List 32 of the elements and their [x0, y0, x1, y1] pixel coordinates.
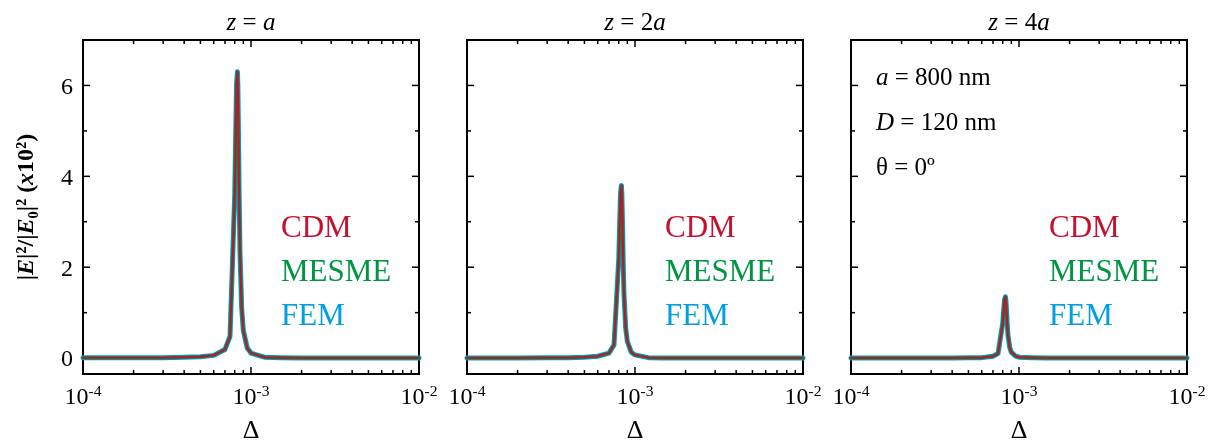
- text: CDM: [1049, 209, 1120, 244]
- y-tick-label: 4: [61, 163, 73, 190]
- series-label: MESME: [281, 253, 392, 288]
- annotation: θ = 0º: [876, 153, 936, 180]
- chart-title: z = 4a: [987, 8, 1050, 35]
- x-tick-label: 10$^{-2}$: [1168, 381, 1206, 409]
- series-label: FEM: [1049, 297, 1113, 332]
- chart-title: z = 2a: [603, 8, 666, 35]
- series-label: FEM: [281, 297, 345, 332]
- x-tick-label: 10$^{-4}$: [64, 381, 102, 409]
- y-axis-title: |E|²/|E₀|² (x10²): [12, 133, 38, 281]
- chart-title: z = a: [225, 8, 276, 35]
- y-tick-label: 6: [61, 72, 73, 99]
- series-label: CDM: [665, 209, 736, 244]
- y-tick-label: 2: [61, 254, 73, 281]
- x-tick-label: 10$^{-2}$: [784, 381, 822, 409]
- y-tick-label: 0: [61, 345, 73, 372]
- x-axis-title: Δ: [626, 415, 644, 444]
- series-label: MESME: [665, 253, 776, 288]
- x-axis-title: Δ: [1010, 415, 1028, 444]
- annotation: a = 800 nm: [876, 63, 992, 90]
- x-tick-label: 10$^{-4}$: [832, 381, 870, 409]
- series-label: CDM: [281, 209, 352, 244]
- x-tick-label: 10$^{-3}$: [616, 381, 654, 409]
- x-axis-title: Δ: [242, 415, 260, 444]
- x-tick-label: 10$^{-2}$: [400, 381, 438, 409]
- x-tick-label: 10$^{-4}$: [448, 381, 486, 409]
- annotation: D = 120 nm: [875, 108, 997, 135]
- x-tick-label: 10$^{-3}$: [232, 381, 270, 409]
- series-label: MESME: [1049, 253, 1160, 288]
- x-tick-label: 10$^{-3}$: [1000, 381, 1038, 409]
- series-label: FEM: [665, 297, 729, 332]
